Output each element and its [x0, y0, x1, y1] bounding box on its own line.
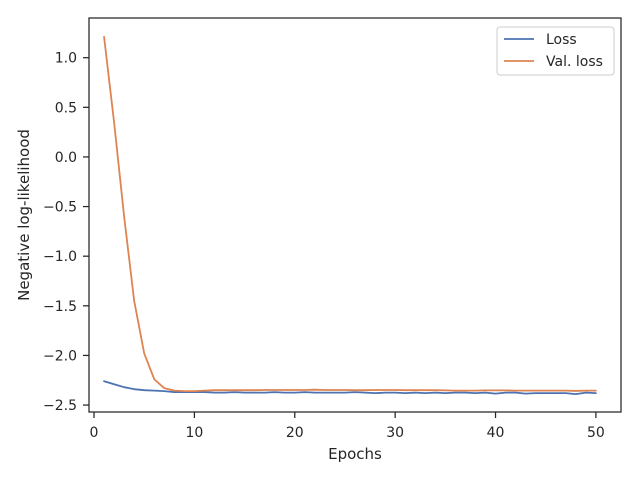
x-tick-label: 20 [286, 425, 304, 441]
x-tick-label: 30 [386, 425, 404, 441]
plot-area [88, 17, 622, 413]
y-axis-label: Negative log-likelihood [15, 129, 33, 301]
series-line-val-loss [103, 35, 597, 393]
y-tick-label: 1.0 [55, 51, 77, 67]
y-tick-label: −2.0 [43, 348, 77, 364]
y-tick-label: −2.5 [43, 398, 77, 414]
y-tick-label: 0.5 [55, 100, 77, 116]
y-axis: 1.0 0.5 0.0 −0.5 −1.0 −1.5 −2.0 −2.5 [43, 51, 89, 414]
x-axis: 0 10 20 30 40 50 [90, 412, 605, 441]
x-axis-label: Epochs [328, 445, 382, 463]
x-tick-label: 50 [587, 425, 605, 441]
legend-label-val-loss: Val. loss [546, 54, 603, 70]
x-tick-label: 10 [185, 425, 203, 441]
x-tick-label: 0 [90, 425, 99, 441]
legend-label-loss: Loss [546, 32, 577, 48]
y-tick-label: −1.5 [43, 299, 77, 315]
y-tick-label: −1.0 [43, 249, 77, 265]
series-layer [103, 35, 597, 396]
y-tick-label: 0.0 [55, 150, 77, 166]
series-line-loss [103, 380, 597, 396]
y-tick-label: −0.5 [43, 200, 77, 216]
x-tick-label: 40 [487, 425, 505, 441]
legend: Loss Val. loss [496, 26, 615, 76]
